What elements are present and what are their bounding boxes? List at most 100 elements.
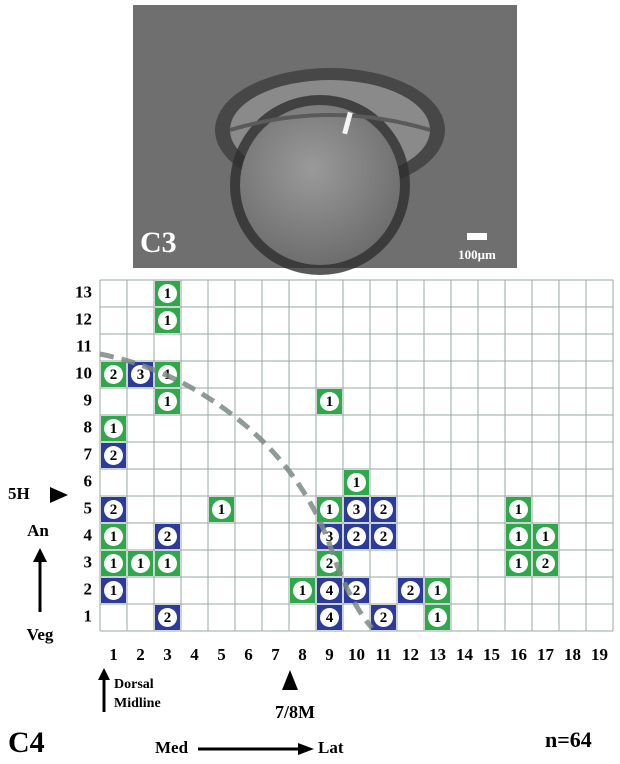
cell-badge [428,608,447,627]
arrowhead [50,487,68,503]
cell-count: 1 [110,421,118,437]
cell-count: 1 [299,583,307,599]
cell-badge [104,365,123,384]
arrowhead [282,670,298,690]
sample-size: n=64 [545,727,592,752]
cell-badge [320,554,339,573]
cell-count: 2 [164,610,172,626]
panel-label: C4 [8,726,45,759]
cell-count: 2 [353,529,361,545]
cell-badge [212,500,231,519]
column-label: 10 [348,645,365,664]
cell-count: 2 [164,529,172,545]
row-label: 9 [84,390,93,409]
column-label: 4 [190,645,199,664]
cell-badge [320,581,339,600]
column-label: 19 [591,645,608,664]
cell-count: 1 [326,394,334,410]
column-label: 1 [109,645,118,664]
row-label: 4 [84,525,93,544]
column-label: 18 [564,645,581,664]
cell-count: 2 [353,583,361,599]
cell-count: 4 [326,583,334,599]
cell-badge [104,446,123,465]
micrograph: C3 100μm [133,5,517,275]
column-label: 6 [244,645,253,664]
cell-badge [104,500,123,519]
column-label: 13 [429,645,446,664]
cell-badge [131,365,150,384]
cell-count: 1 [434,610,442,626]
cell-badge [428,581,447,600]
column-label: 2 [136,645,145,664]
label-med: Med [155,738,189,757]
cell-count: 1 [434,583,442,599]
column-label: 16 [510,645,527,664]
label-an: An [27,521,49,540]
cell-count: 3 [353,502,361,518]
cell-badge [401,581,420,600]
cell-count: 1 [515,529,523,545]
cell-count: 1 [326,502,334,518]
arrowhead [98,668,110,680]
cell-count: 1 [110,583,118,599]
cell-count: 1 [110,556,118,572]
label-7-8m: 7/8M [275,702,315,722]
cell-badge [158,608,177,627]
cell-badge [347,527,366,546]
arrowhead [298,743,314,755]
row-label: 10 [75,363,92,382]
fate-map-grid: 1 2 3 4 5 6 7 8 9 10 11 12 13 14 15 16 17 18 1912345678910… [75,279,614,664]
cell-count: 1 [164,394,172,410]
row-label: 12 [75,309,92,328]
cell-count: 2 [326,556,334,572]
cell-badge [320,392,339,411]
cell-badge [509,554,528,573]
column-label: 12 [402,645,419,664]
cell-badge [320,500,339,519]
label-5h: 5H [8,484,30,503]
cell-badge [320,608,339,627]
row-label: 13 [75,282,92,301]
panel-label: C3 [140,226,177,259]
cell-badge [158,311,177,330]
cell-badge [158,527,177,546]
cell-count: 1 [164,286,172,302]
row-label: 8 [84,417,93,436]
cell-badge [104,554,123,573]
column-label: 5 [217,645,226,664]
label-dorsal: Dorsal [114,677,154,692]
row-label: 7 [84,444,93,463]
cell-count: 1 [164,556,172,572]
row-label: 1 [84,606,93,625]
column-label: 3 [163,645,172,664]
label-veg: Veg [27,625,54,644]
cell-badge [347,581,366,600]
cell-badge [509,500,528,519]
cell-count: 4 [326,610,334,626]
row-label: 11 [76,336,92,355]
cell-count: 2 [110,502,118,518]
cell-count: 2 [407,583,415,599]
cell-count: 1 [353,475,361,491]
cell-badge [374,527,393,546]
cell-count: 2 [380,502,388,518]
cell-badge [158,392,177,411]
cell-count: 2 [380,610,388,626]
cell-count: 2 [110,448,118,464]
column-label: 7 [271,645,280,664]
column-label: 17 [537,645,555,664]
cell-badge [536,527,555,546]
cell-badge [158,554,177,573]
label-midline: Midline [114,696,161,711]
label-lat: Lat [318,738,344,757]
annotations: 5H An Veg Dorsal Midline 7/8M C4 Med Lat… [8,484,592,759]
cell-badge [158,284,177,303]
scale-bar-label: 100μm [458,247,496,262]
column-label: 11 [375,645,391,664]
cell-count: 2 [542,556,550,572]
cell-badge [374,500,393,519]
cell-count: 3 [326,529,334,545]
cell-count: 1 [110,529,118,545]
